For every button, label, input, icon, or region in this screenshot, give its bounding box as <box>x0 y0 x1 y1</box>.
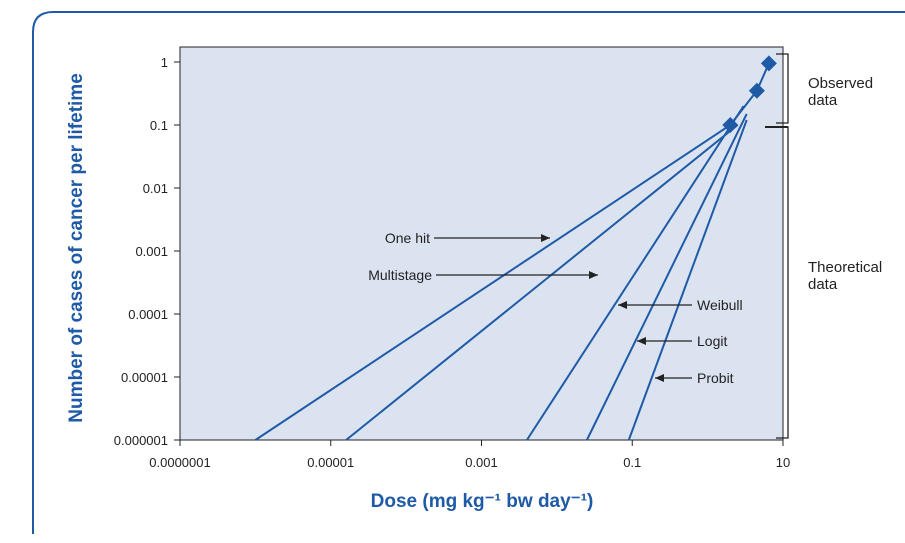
annotation-label-weibull: Weibull <box>697 297 743 313</box>
x-tick-label: 0.001 <box>465 455 498 470</box>
plot-area <box>179 46 784 441</box>
x-tick-label: 10 <box>776 455 790 470</box>
annotation-label-probit: Probit <box>697 370 734 386</box>
series-line-weibull <box>526 105 745 441</box>
y-tick-label: 0.000001 <box>114 433 168 448</box>
y-tick-label: 0.01 <box>143 181 168 196</box>
observed-point <box>722 117 739 133</box>
y-tick-label: 0.00001 <box>121 370 168 385</box>
series-line-multistage <box>345 124 739 441</box>
series-line-logit <box>586 113 748 441</box>
bracket-label-observed: Observed <box>808 75 873 92</box>
annotation-arrow-head <box>637 337 646 345</box>
bracket-label-theoretical: Theoretical <box>808 259 882 276</box>
annotation-arrow-head <box>541 234 550 242</box>
annotation-arrow-head <box>618 301 627 309</box>
series-line-one-hit <box>254 124 731 441</box>
x-tick-label: 0.1 <box>623 455 641 470</box>
y-axis-label: Number of cases of cancer per lifetime <box>66 73 87 423</box>
x-tick-label: 0.00001 <box>307 455 354 470</box>
observed-points <box>722 55 777 133</box>
annotation-label-multistage: Multistage <box>368 267 432 283</box>
bracket-label-data: data <box>808 92 838 109</box>
y-tick-label: 0.0001 <box>128 307 168 322</box>
annotation-label-logit: Logit <box>697 333 727 349</box>
y-tick-label: 0.1 <box>150 118 168 133</box>
bracket-label-data: data <box>808 276 838 293</box>
bracket-observed <box>776 53 789 124</box>
x-tick-label: 0.0000001 <box>149 455 210 470</box>
observed-point <box>748 82 765 99</box>
y-tick-label: 0.001 <box>135 244 168 259</box>
annotation-label-one-hit: One hit <box>385 230 430 246</box>
x-axis-label: Dose (mg kg⁻¹ bw day⁻¹) <box>371 491 594 512</box>
axis-ticks: 0.0000001 0.00001 0.001 0.1 10 1 0.1 0.01 0.001 0… <box>114 55 790 470</box>
annotation-arrow-head <box>589 271 598 279</box>
annotations: One hit Multistage Weibull Logit Probit <box>368 230 742 386</box>
series-line-probit <box>627 119 748 441</box>
y-tick-label: 1 <box>161 55 168 70</box>
series-layer <box>254 105 748 441</box>
annotation-arrow-head <box>655 374 664 382</box>
observed-point <box>760 55 777 72</box>
figure-frame <box>32 11 905 534</box>
